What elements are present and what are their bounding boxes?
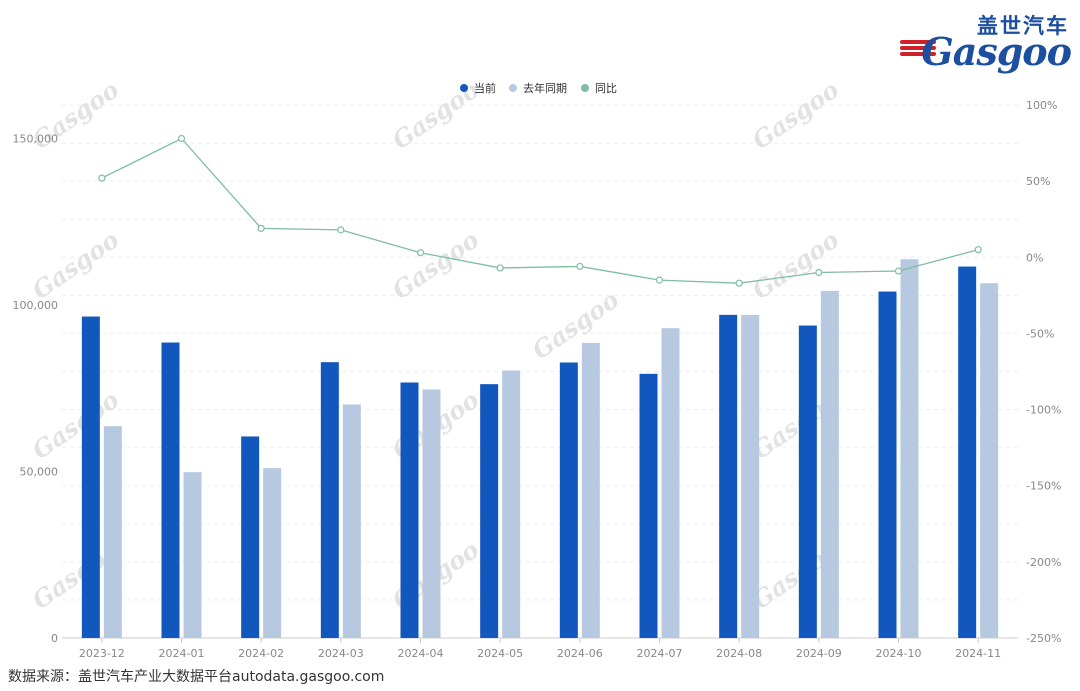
bar-last-year bbox=[581, 342, 600, 638]
x-tick-label: 2024-11 bbox=[955, 647, 1001, 660]
bar-current bbox=[81, 316, 100, 638]
bar-current bbox=[320, 362, 339, 638]
bar-last-year bbox=[661, 328, 680, 638]
bar-last-year bbox=[820, 290, 839, 638]
bar-last-year bbox=[422, 389, 441, 638]
bar-last-year bbox=[980, 283, 999, 638]
yoy-polyline bbox=[101, 137, 979, 284]
bar-current bbox=[798, 325, 817, 638]
yoy-point bbox=[974, 246, 982, 254]
watermark: Gasgoo bbox=[527, 285, 624, 365]
legend-label: 同比 bbox=[595, 82, 617, 95]
x-tick-label: 2024-08 bbox=[716, 647, 762, 660]
bar-current bbox=[400, 382, 419, 638]
x-tick-label: 2024-01 bbox=[159, 647, 205, 660]
bar-current bbox=[161, 342, 180, 638]
bar-current bbox=[958, 266, 977, 638]
yoy-line bbox=[98, 134, 982, 287]
left-tick-label: 100,000 bbox=[13, 299, 59, 312]
right-axis-ticks: 100% 50% 0% -50% -100% -150% -200% -250% bbox=[1026, 99, 1061, 645]
bar-last-year bbox=[342, 404, 361, 638]
right-tick-label: -150% bbox=[1026, 480, 1061, 493]
x-tick-label: 2024-04 bbox=[398, 647, 444, 660]
bar-last-year bbox=[263, 468, 282, 638]
bar-current bbox=[639, 373, 658, 638]
yoy-point bbox=[815, 268, 823, 277]
bar-last-year bbox=[502, 370, 521, 638]
logo-english-name: Gasgoo bbox=[921, 29, 1072, 74]
x-tick-label: 2024-02 bbox=[238, 647, 284, 660]
legend-marker bbox=[581, 84, 589, 92]
legend-marker bbox=[460, 84, 468, 92]
gridlines bbox=[62, 104, 1018, 639]
right-tick-label: -200% bbox=[1026, 556, 1061, 569]
yoy-point bbox=[655, 276, 664, 284]
right-tick-label: -100% bbox=[1026, 404, 1061, 417]
yoy-point bbox=[894, 267, 903, 275]
x-tick-label: 2024-09 bbox=[796, 647, 842, 660]
yoy-point bbox=[98, 174, 106, 182]
yoy-point bbox=[496, 264, 504, 272]
bar-current bbox=[719, 314, 738, 638]
left-axis-ticks: 0 50,000 100,000 150,000 bbox=[13, 132, 59, 645]
x-tick-label: 2024-07 bbox=[637, 647, 683, 660]
x-tick-label: 2024-03 bbox=[318, 647, 364, 660]
watermark: Gasgoo bbox=[27, 225, 124, 305]
bar-current bbox=[559, 362, 578, 638]
x-tick-label: 2024-10 bbox=[876, 647, 922, 660]
bar-last-year bbox=[741, 314, 760, 638]
x-tick-label: 2023-12 bbox=[79, 647, 125, 660]
right-tick-label: 100% bbox=[1026, 99, 1057, 112]
legend: 当前 去年同期 同比 bbox=[460, 81, 617, 95]
yoy-point bbox=[576, 262, 584, 271]
right-tick-label: -50% bbox=[1026, 327, 1054, 340]
bar-last-year bbox=[103, 426, 122, 638]
bar-last-year bbox=[900, 259, 919, 638]
yoy-point bbox=[416, 249, 425, 257]
right-tick-label: -250% bbox=[1026, 632, 1061, 645]
left-tick-label: 0 bbox=[51, 632, 58, 645]
x-axis-ticks: 2023-12 2024-01 2024-02 2024-03 2024-04 2024-… bbox=[79, 638, 1001, 660]
yoy-point bbox=[337, 226, 345, 234]
bar-last-year bbox=[183, 472, 202, 638]
x-tick-label: 2024-05 bbox=[477, 647, 523, 660]
gasgoo-logo: 盖世汽车 Gasgoo bbox=[900, 6, 1075, 74]
logo-stripes bbox=[900, 40, 936, 60]
right-tick-label: 50% bbox=[1026, 175, 1050, 188]
x-tick-label: 2024-06 bbox=[557, 647, 603, 660]
left-tick-label: 50,000 bbox=[20, 465, 59, 478]
watermark: Gasgoo bbox=[747, 75, 844, 155]
yoy-point bbox=[177, 134, 186, 143]
watermark: Gasgoo bbox=[387, 75, 484, 155]
legend-label: 去年同期 bbox=[523, 81, 567, 95]
right-tick-label: 0% bbox=[1026, 251, 1043, 264]
left-tick-label: 150,000 bbox=[13, 132, 59, 145]
legend-marker bbox=[509, 84, 517, 92]
watermark: Gasgoo bbox=[387, 225, 484, 305]
bar-current bbox=[480, 384, 499, 638]
yoy-point bbox=[257, 224, 265, 232]
bars bbox=[81, 259, 999, 638]
bar-current bbox=[241, 436, 260, 638]
data-source-note: 数据来源：盖世汽车产业大数据平台autodata.gasgoo.com bbox=[8, 669, 385, 685]
legend-label: 当前 bbox=[474, 81, 496, 95]
yoy-point bbox=[735, 279, 743, 287]
bar-current bbox=[878, 291, 897, 638]
logo-chinese-name: 盖世汽车 bbox=[977, 14, 1069, 38]
